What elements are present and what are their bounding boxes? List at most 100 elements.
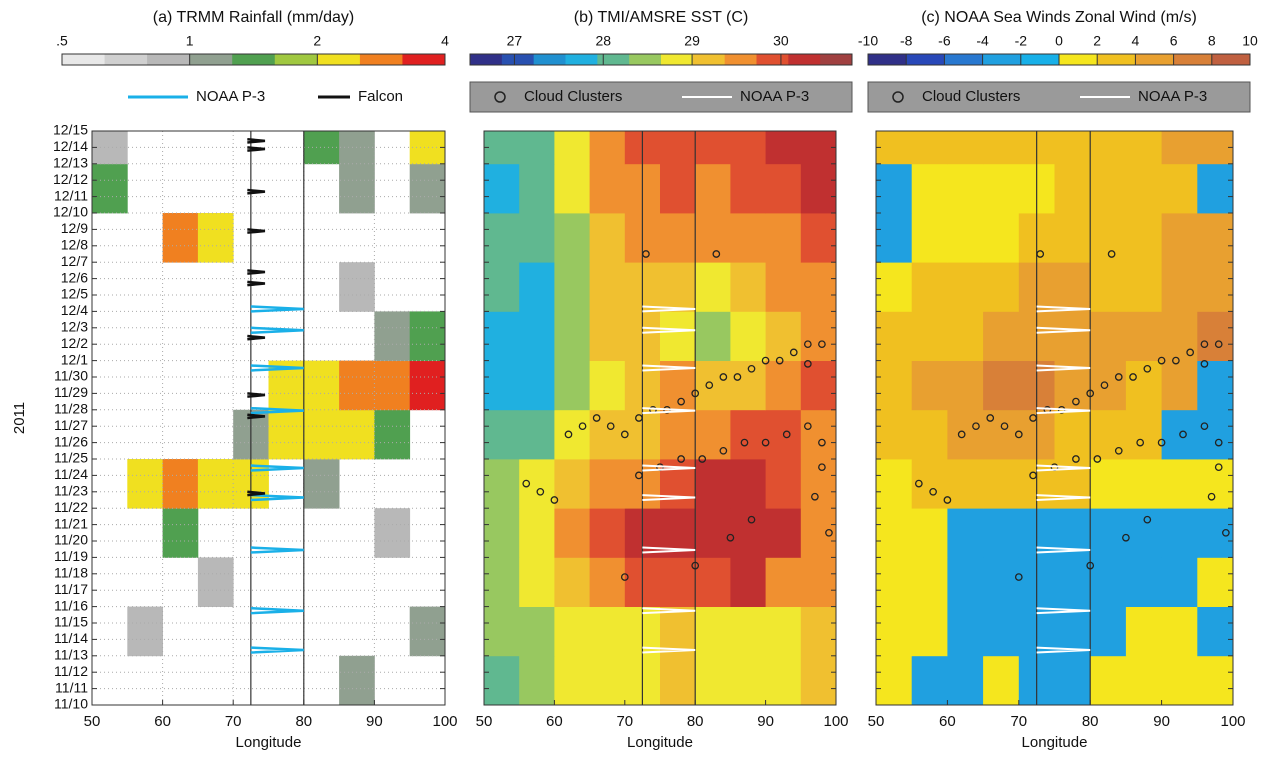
cloud-cluster (1136, 438, 1145, 447)
y-tick-label: 12/13 (53, 155, 88, 171)
x-tick-label: 80 (687, 713, 704, 730)
heatmap-cell (765, 311, 802, 361)
heatmap-cell (911, 606, 948, 657)
panel-title: (c) NOAA Sea Winds Zonal Wind (m/s) (921, 9, 1197, 26)
colorbar-swatch (1173, 54, 1213, 65)
heatmap-cell (1090, 655, 1127, 706)
heatmap-cell (876, 163, 913, 214)
y-tick-label: 11/23 (54, 483, 88, 499)
heatmap-cell (911, 131, 948, 165)
colorbar-tick-label: 1 (186, 33, 194, 49)
heatmap-cell (484, 459, 520, 509)
cloud-cluster (677, 455, 685, 463)
heatmap-cell (911, 311, 948, 361)
colorbar-swatch (944, 54, 984, 65)
heatmap-cell (589, 655, 626, 706)
x-tick-label: 90 (757, 713, 774, 730)
heatmap-cell (765, 213, 802, 263)
heatmap-cell (1197, 606, 1234, 657)
x-tick-label: 60 (546, 713, 563, 730)
colorbar-swatch (470, 54, 503, 65)
heatmap-cell (983, 655, 1020, 706)
colorbar-swatch (359, 54, 403, 65)
heatmap-cell (339, 655, 375, 706)
colorbar-swatch (533, 54, 566, 65)
cloud-cluster (1093, 455, 1102, 463)
heatmap-cell (911, 655, 948, 706)
cloud-cluster (691, 561, 700, 570)
heatmap-cell (409, 311, 446, 361)
cloud-cluster (1186, 348, 1195, 357)
heatmap-cell (983, 311, 1020, 361)
heatmap-cell (197, 557, 234, 607)
cloud-cluster (943, 496, 952, 504)
cloud-cluster (818, 463, 826, 472)
heatmap-cell (1161, 262, 1198, 312)
y-tick-label: 12/14 (53, 138, 88, 154)
colorbar-tick-label: 6 (1170, 33, 1178, 49)
heatmap-cell (484, 131, 520, 165)
heatmap-cell (800, 262, 837, 312)
heatmap-cell (695, 131, 731, 165)
y-tick-label: 12/9 (61, 220, 88, 236)
colorbar-swatch (1020, 54, 1060, 65)
heatmap-cell (339, 409, 375, 460)
heatmap-cell (484, 262, 520, 312)
y-tick-label: 11/18 (54, 565, 88, 581)
cloud-cluster (1207, 492, 1216, 501)
colorbar-swatch (820, 54, 853, 65)
heatmap-cell (484, 163, 520, 214)
heatmap-cell (1125, 409, 1162, 460)
heatmap-cell (554, 262, 590, 312)
cloud-cluster (733, 373, 742, 381)
y-tick-label: 11/16 (54, 597, 88, 613)
cloud-cluster (1072, 397, 1080, 406)
heatmap-cell (695, 508, 731, 558)
heatmap-cell (554, 311, 590, 361)
heatmap-cell (589, 459, 626, 509)
colorbar-tick-label: .5 (56, 33, 68, 49)
x-axis-label: Longitude (627, 734, 693, 751)
heatmap-cell (589, 606, 626, 657)
cloud-cluster (620, 573, 629, 581)
cloud-cluster (1036, 250, 1045, 258)
y-tick-label: 11/21 (54, 515, 88, 531)
cloud-cluster (1029, 414, 1037, 422)
legend-label: NOAA P-3 (740, 88, 809, 105)
x-axis-label: Longitude (1022, 734, 1088, 751)
panel-title: (b) TMI/AMSRE SST (C) (574, 9, 749, 26)
heatmap-cell (1161, 557, 1198, 607)
heatmap-cell (1125, 606, 1162, 657)
heatmap-cell (983, 262, 1020, 312)
heatmap-cell (730, 409, 766, 460)
heatmap-cell (765, 163, 802, 214)
cloud-cluster (677, 397, 685, 406)
colorbar-swatch (724, 54, 757, 65)
cloud-cluster (1086, 389, 1095, 398)
heatmap-cell (519, 557, 555, 607)
heatmap-cell (409, 606, 446, 657)
colorbar-swatch (317, 54, 361, 65)
heatmap-cell (303, 409, 340, 460)
colorbar-swatch (906, 54, 945, 65)
cloud-cluster (1143, 364, 1152, 373)
heatmap-cell (983, 131, 1020, 165)
heatmap-cell (695, 459, 731, 509)
cloud-cluster (818, 438, 826, 447)
heatmap-cell (92, 131, 128, 165)
heatmap-cell (983, 360, 1020, 411)
colorbar-swatch (274, 54, 318, 65)
heatmap-cell (554, 131, 590, 165)
heatmap-cell (1161, 311, 1198, 361)
colorbar-swatch (1135, 54, 1175, 65)
heatmap-cell (484, 606, 520, 657)
colorbar-swatch (1211, 54, 1251, 65)
cloud-cluster (803, 340, 812, 349)
heatmap-cell (374, 508, 411, 558)
cloud-cluster (1072, 455, 1080, 463)
cloud-cluster (914, 479, 923, 488)
colorbar-tick-label: 8 (1208, 33, 1216, 49)
heatmap-cell (660, 557, 696, 607)
heatmap-cell (1161, 508, 1198, 558)
cloud-cluster (698, 455, 707, 463)
